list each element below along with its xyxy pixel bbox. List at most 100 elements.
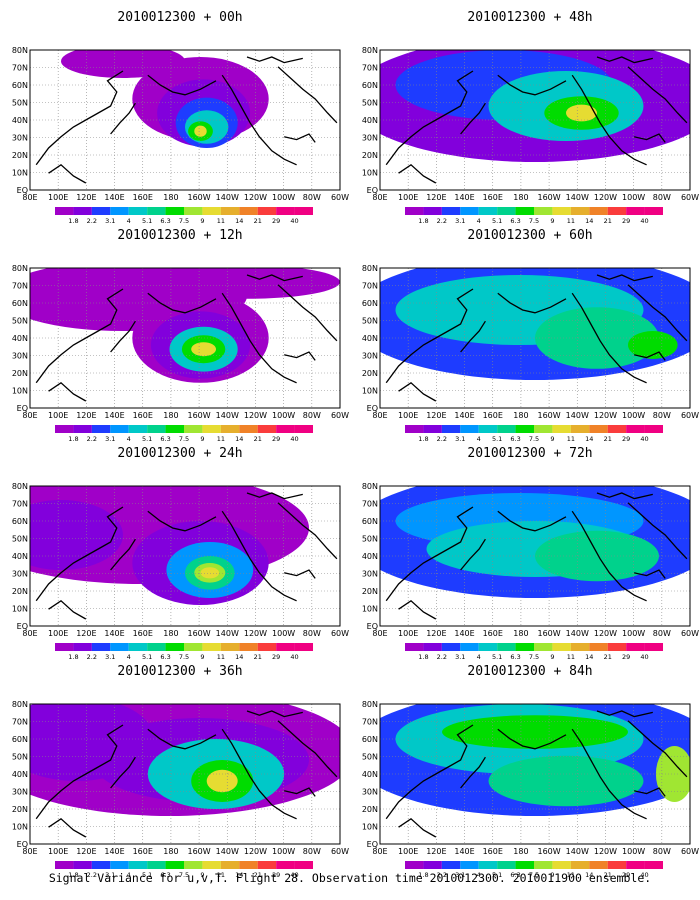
colorbar: 1.8 2.2 3.1 4 5.1 6.3 7.5 9 11 14 21 29 40 <box>55 207 313 225</box>
colorbar-swatch <box>220 425 240 433</box>
latitude-label: 30N <box>12 352 28 361</box>
colorbar-label: 40 <box>640 653 648 661</box>
colorbar-swatch <box>405 207 424 215</box>
colorbar-swatch <box>73 207 92 215</box>
colorbar-swatch <box>626 861 645 869</box>
colorbar-swatch <box>552 425 571 433</box>
colorbar-swatch <box>626 643 645 651</box>
longitude-label: 160W <box>537 193 560 202</box>
colorbar-label: 40 <box>290 435 298 443</box>
colorbar-label: 6.3 <box>510 653 520 661</box>
colorbar-swatch <box>589 425 608 433</box>
longitude-label: 160W <box>187 629 210 638</box>
longitude-label: 160W <box>187 193 210 202</box>
colorbar-label: 3.1 <box>455 653 465 661</box>
latitude-label: 40N <box>12 116 28 125</box>
latitude-label: 10N <box>12 605 28 614</box>
colorbar-label: 14 <box>585 871 593 879</box>
colorbar-label: 21 <box>254 653 262 661</box>
colorbar-swatch <box>239 207 258 215</box>
longitude-label: 100W <box>622 629 645 638</box>
longitude-label: 140E <box>454 847 474 856</box>
latitude-label: 60N <box>12 735 28 744</box>
forecast-panel: 2010012300 + 36h 80N 70N 60N 50N 40N 30N 20N 10N… <box>10 664 350 879</box>
forecast-panel: 2010012300 + 72h 80N 70N 60N 50N 40N 30N 20N 10N… <box>360 446 700 661</box>
colorbar-swatch <box>423 643 442 651</box>
colorbar-label: 6.3 <box>510 435 520 443</box>
variance-contour <box>206 769 238 793</box>
map-gridlines <box>380 268 690 408</box>
latitude-label: 50N <box>362 753 378 762</box>
colorbar-swatch <box>184 207 203 215</box>
colorbar-label: 1.8 <box>68 871 78 879</box>
latitude-label: 10N <box>362 605 378 614</box>
longitude-label: 100W <box>272 847 295 856</box>
longitude-label: 100E <box>398 629 418 638</box>
longitude-label: 120W <box>594 193 617 202</box>
longitude-label: 140W <box>216 411 239 420</box>
colorbar-label: 11 <box>217 871 225 879</box>
latitude-label: 60N <box>12 81 28 90</box>
colorbar-label: 9 <box>200 871 204 879</box>
longitude-label: 120W <box>594 629 617 638</box>
longitude-label: 180 <box>513 193 528 202</box>
longitude-label: 100E <box>48 629 68 638</box>
variance-field <box>380 50 690 162</box>
colorbar-label: 21 <box>254 435 262 443</box>
colorbar-label: 4 <box>477 217 481 225</box>
colorbar-label: 6.3 <box>160 653 170 661</box>
variance-contour <box>30 500 123 570</box>
colorbar-label: 29 <box>622 435 630 443</box>
colorbar-label: 2.2 <box>87 871 97 879</box>
colorbar-swatch <box>202 425 221 433</box>
longitude-label: 100E <box>48 193 68 202</box>
colorbar: 1.8 2.2 3.1 4 5.1 6.3 7.5 9 11 14 21 29 40 <box>405 207 663 225</box>
colorbar-swatch <box>441 643 461 651</box>
longitude-label: 160E <box>483 847 503 856</box>
longitude-label: 60W <box>681 629 699 638</box>
colorbar-swatch <box>128 425 148 433</box>
colorbar-label: 3.1 <box>455 217 465 225</box>
variance-contour <box>200 567 220 579</box>
colorbar-label: 21 <box>604 871 612 879</box>
colorbar-swatch <box>110 643 129 651</box>
colorbar-swatch <box>165 425 184 433</box>
colorbar-label: 9 <box>550 871 554 879</box>
longitude-label: 60W <box>331 411 349 420</box>
colorbar-label: 11 <box>567 653 575 661</box>
coastlines <box>35 274 338 402</box>
colorbar-label: 4 <box>477 871 481 879</box>
figure-caption: Signal Variance for u,v,T. Flight 28. Ob… <box>48 871 652 885</box>
longitude-label: 100W <box>272 411 295 420</box>
colorbar-swatch <box>110 207 129 215</box>
colorbar-label: 29 <box>272 653 280 661</box>
colorbar-swatch <box>570 643 590 651</box>
colorbar-swatch <box>128 643 148 651</box>
colorbar-label: 2.2 <box>87 217 97 225</box>
latitude-label: 50N <box>362 535 378 544</box>
colorbar-swatch <box>607 425 627 433</box>
colorbar-label: 1.8 <box>68 435 78 443</box>
latitude-label: 10N <box>362 169 378 178</box>
latitude-label: 80N <box>362 264 378 273</box>
colorbar-swatch <box>91 425 111 433</box>
longitude-label: 120W <box>594 847 617 856</box>
colorbar-label: 14 <box>235 871 243 879</box>
colorbar-label: 4 <box>127 653 131 661</box>
colorbar-swatch <box>73 643 92 651</box>
colorbar-swatch <box>294 425 313 433</box>
colorbar-swatch <box>644 425 663 433</box>
latitude-label: EQ <box>17 186 28 195</box>
variance-contour <box>655 746 690 802</box>
colorbar-label: 2.2 <box>87 435 97 443</box>
colorbar-label: 21 <box>254 871 262 879</box>
colorbar-swatch <box>239 861 258 869</box>
longitude-label: 140E <box>104 193 124 202</box>
latitude-label: 70N <box>12 718 28 727</box>
longitude-label: 120E <box>76 411 96 420</box>
latitude-label: 60N <box>362 299 378 308</box>
variance-field <box>380 486 690 598</box>
latitude-label: EQ <box>367 840 378 849</box>
colorbar-swatch <box>570 425 590 433</box>
colorbar-label: 14 <box>235 435 243 443</box>
